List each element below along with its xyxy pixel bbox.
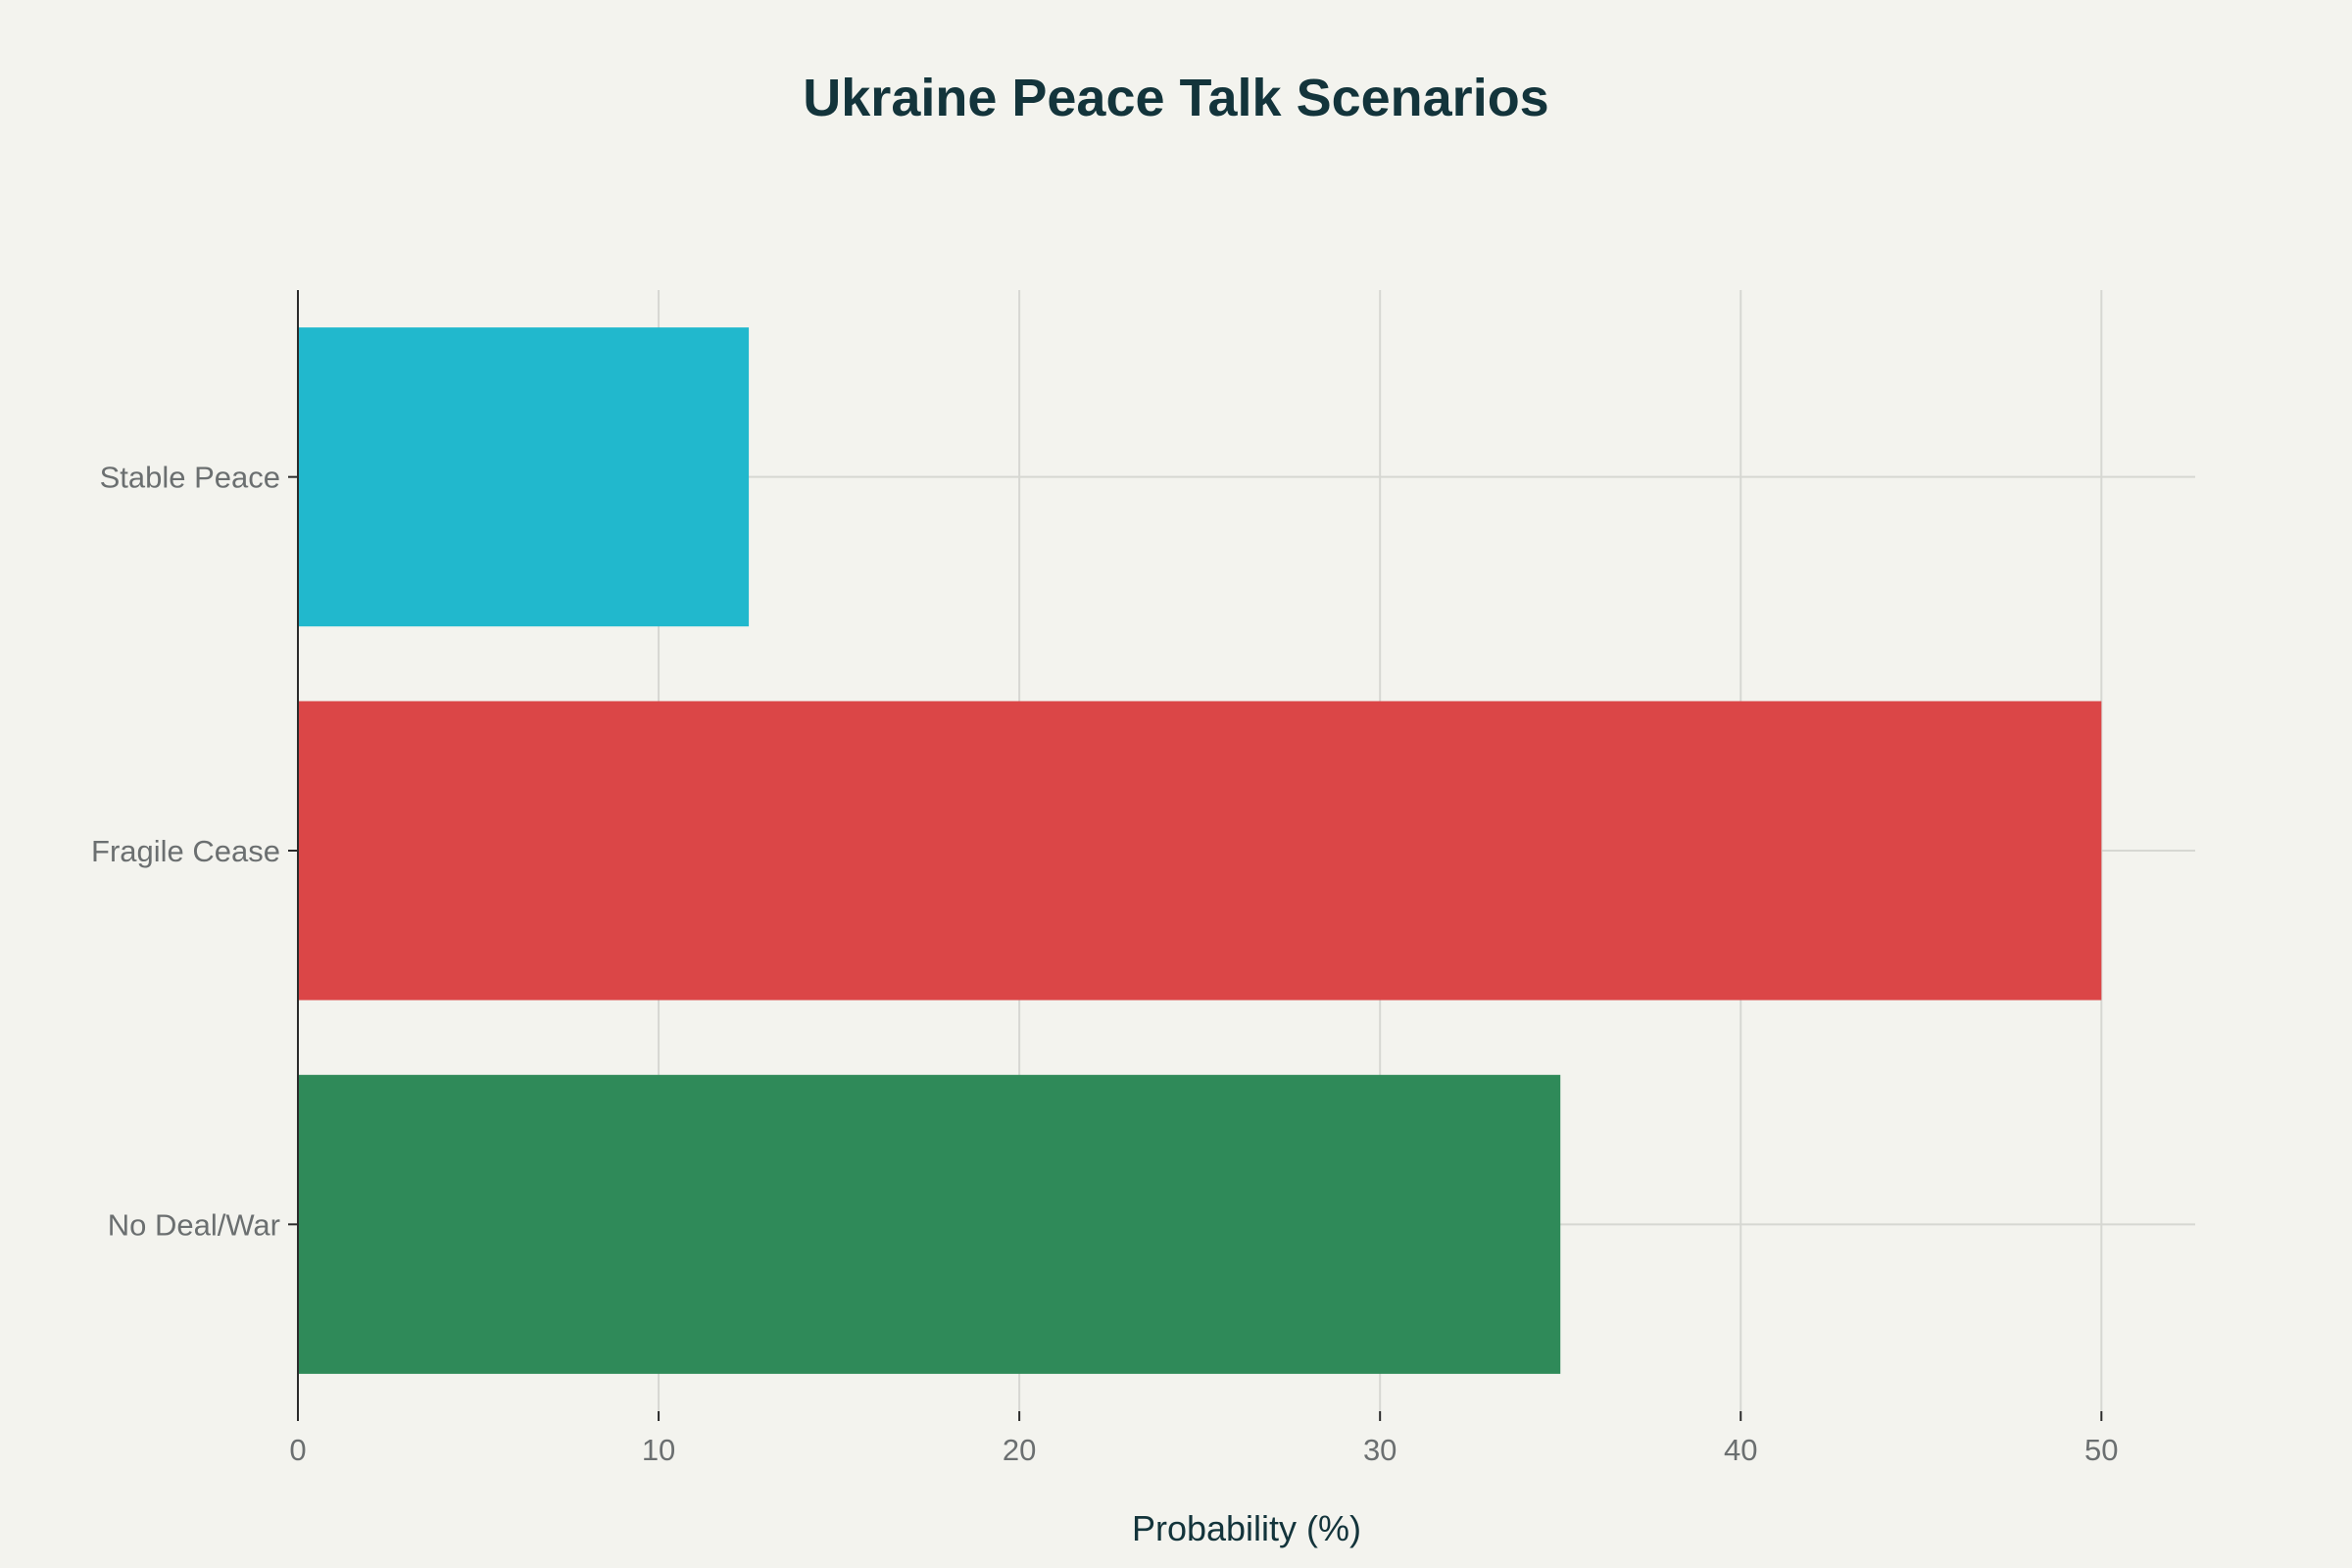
y-axis-tick-labels: Stable Peace Fragile Cease No Deal/War: [91, 461, 280, 1243]
x-tick-label-20: 20: [1003, 1433, 1036, 1467]
axes: [288, 290, 2103, 1421]
bar-fragile-cease: [298, 701, 2102, 1001]
x-tick-label-10: 10: [642, 1433, 675, 1467]
bar-stable-peace: [298, 327, 750, 627]
x-axis-title: Probability (%): [1132, 1508, 1361, 1548]
chart-title: Ukraine Peace Talk Scenarios: [803, 69, 1548, 127]
y-tick-label-stable-peace: Stable Peace: [100, 461, 280, 495]
x-tick-label-0: 0: [289, 1433, 306, 1467]
y-tick-label-fragile-cease: Fragile Cease: [91, 834, 280, 868]
x-axis-tick-labels: 0 10 20 30 40 50: [289, 1433, 2118, 1467]
y-tick-label-no-deal-war: No Deal/War: [108, 1207, 280, 1242]
bar-no-deal-war: [298, 1074, 1561, 1374]
bars: [298, 327, 2102, 1374]
x-tick-label-50: 50: [2084, 1433, 2118, 1467]
x-tick-label-40: 40: [1724, 1433, 1757, 1467]
x-tick-label-30: 30: [1363, 1433, 1396, 1467]
